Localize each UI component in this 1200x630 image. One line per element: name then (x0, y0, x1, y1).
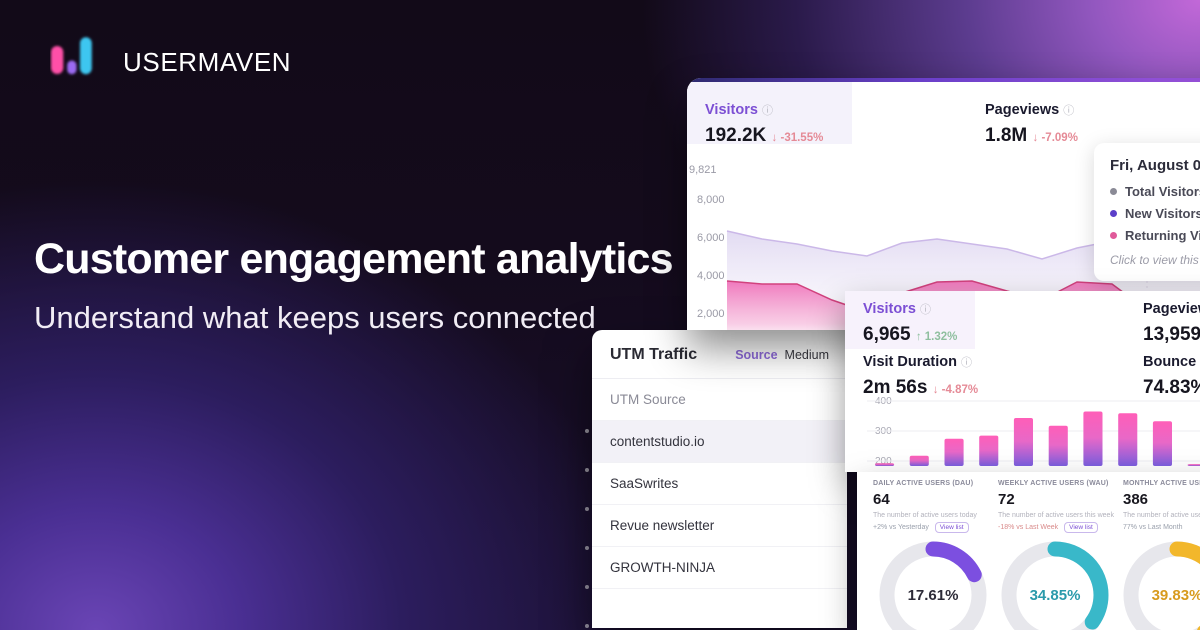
svg-text:34.85%: 34.85% (1030, 587, 1081, 604)
svg-text:6,000: 6,000 (697, 232, 725, 244)
svg-text:9,821: 9,821 (689, 164, 717, 176)
svg-text:17.61%: 17.61% (908, 587, 959, 604)
svg-text:39.83%: 39.83% (1152, 587, 1200, 604)
svg-text:8,000: 8,000 (697, 194, 725, 206)
svg-text:4,000: 4,000 (697, 270, 725, 282)
svg-text:2,000: 2,000 (697, 308, 725, 320)
